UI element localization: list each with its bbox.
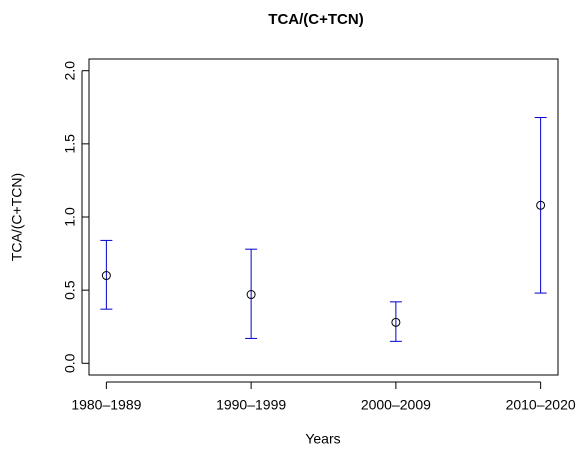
y-tick-label: 0.0 bbox=[62, 353, 78, 373]
x-tick-label: 1990–1999 bbox=[216, 397, 286, 413]
y-tick-label: 1.0 bbox=[62, 207, 78, 227]
y-tick-label: 2.0 bbox=[62, 61, 78, 81]
point bbox=[101, 271, 111, 281]
point bbox=[536, 200, 546, 210]
y-tick-label: 1.5 bbox=[62, 134, 78, 154]
point bbox=[391, 317, 401, 327]
chart-title: TCA/(C+TCN) bbox=[268, 11, 363, 28]
y-tick-label: 0.5 bbox=[62, 280, 78, 300]
x-tick-label: 2010–2020 bbox=[506, 397, 576, 413]
y-axis-label: TCA/(C+TCN) bbox=[9, 173, 25, 261]
plot-box bbox=[88, 58, 559, 376]
x-tick-label: 2000–2009 bbox=[361, 397, 431, 413]
x-tick-label: 1980–1989 bbox=[71, 397, 141, 413]
x-axis-label: Years bbox=[305, 431, 340, 447]
point bbox=[246, 290, 256, 300]
